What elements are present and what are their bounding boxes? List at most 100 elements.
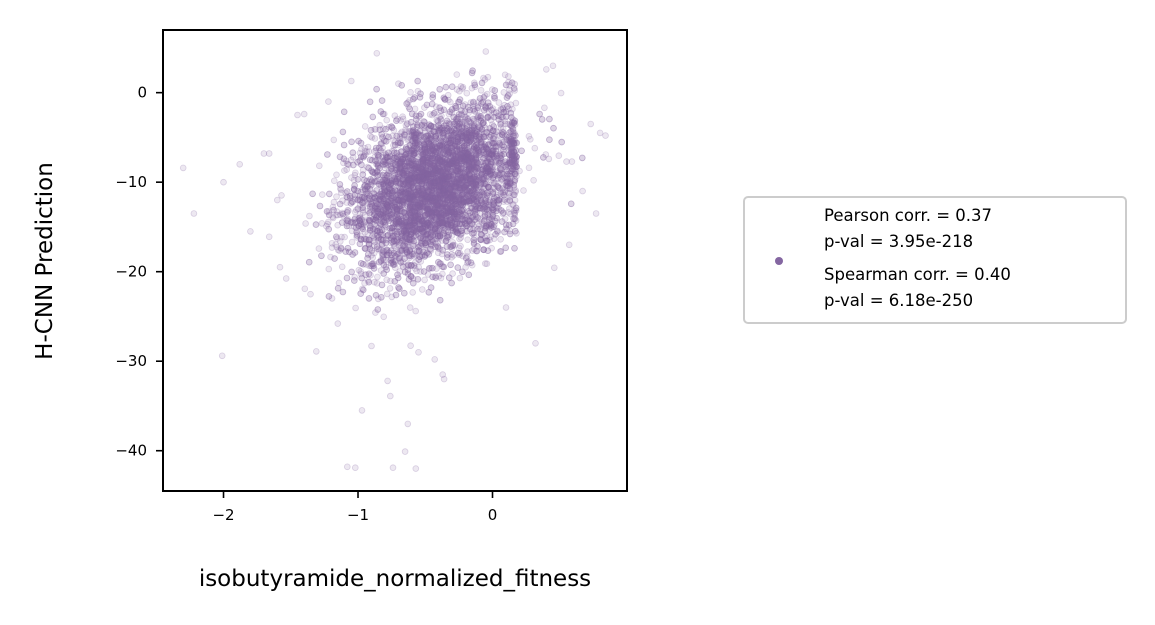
scatter-point <box>389 195 397 202</box>
scatter-point <box>378 252 386 259</box>
scatter-point <box>407 183 414 190</box>
scatter-point <box>373 279 381 287</box>
scatter-point <box>459 252 466 260</box>
scatter-point <box>511 176 519 184</box>
scatter-point <box>461 159 469 166</box>
scatter-point <box>505 190 513 197</box>
scatter-point <box>530 177 537 184</box>
scatter-point <box>330 136 338 144</box>
scatter-point <box>398 133 406 140</box>
scatter-point <box>419 193 426 201</box>
scatter-point <box>458 182 465 190</box>
scatter-point <box>379 201 387 208</box>
scatter-point <box>444 169 452 176</box>
scatter-point <box>432 190 439 197</box>
scatter-point <box>421 276 428 284</box>
scatter-point <box>379 144 386 152</box>
scatter-point <box>476 216 484 223</box>
scatter-point <box>421 196 429 204</box>
scatter-point <box>376 226 384 234</box>
scatter-point <box>457 234 465 241</box>
scatter-point <box>456 186 463 193</box>
scatter-point <box>360 221 368 229</box>
scatter-point <box>418 152 426 159</box>
scatter-point <box>429 142 436 150</box>
scatter-point <box>436 245 444 252</box>
scatter-point <box>412 307 420 315</box>
scatter-point <box>449 192 457 200</box>
scatter-point <box>351 273 359 281</box>
scatter-point <box>385 209 393 217</box>
scatter-point <box>395 165 403 173</box>
scatter-point <box>396 246 404 254</box>
scatter-point <box>357 216 365 224</box>
scatter-point <box>516 167 523 175</box>
scatter-point <box>510 160 518 168</box>
scatter-point <box>463 144 471 152</box>
scatter-point <box>464 248 471 255</box>
scatter-point <box>550 264 558 272</box>
scatter-point <box>329 214 337 222</box>
scatter-point <box>359 186 366 194</box>
scatter-point <box>434 194 441 201</box>
scatter-point <box>438 161 446 169</box>
scatter-point <box>410 134 418 141</box>
scatter-point <box>377 256 385 264</box>
scatter-point <box>406 217 413 225</box>
scatter-point <box>399 156 406 164</box>
scatter-point <box>408 207 416 215</box>
scatter-point <box>453 125 461 133</box>
scatter-point <box>315 245 323 252</box>
scatter-point <box>483 237 491 245</box>
scatter-point <box>460 129 468 137</box>
scatter-point <box>439 166 446 174</box>
scatter-point <box>442 215 450 223</box>
scatter-point <box>420 229 428 236</box>
scatter-point <box>439 177 447 184</box>
scatter-point <box>405 136 412 143</box>
scatter-point <box>431 205 439 212</box>
scatter-points <box>179 48 609 472</box>
scatter-point <box>370 242 378 249</box>
scatter-point <box>420 201 427 208</box>
scatter-point <box>385 210 392 217</box>
scatter-point <box>407 89 414 96</box>
scatter-point <box>470 198 478 205</box>
scatter-point <box>442 193 450 201</box>
scatter-point <box>398 197 406 205</box>
scatter-point <box>336 247 343 255</box>
scatter-point <box>342 157 350 165</box>
scatter-point <box>430 216 438 224</box>
scatter-point <box>434 190 441 198</box>
scatter-point <box>456 87 463 95</box>
scatter-point <box>458 120 465 128</box>
scatter-point <box>423 231 431 239</box>
scatter-point <box>278 192 285 199</box>
scatter-point <box>477 196 484 204</box>
scatter-point <box>445 233 452 241</box>
scatter-point <box>444 175 451 183</box>
scatter-point <box>381 174 389 182</box>
scatter-point <box>510 85 518 92</box>
scatter-point <box>397 212 404 220</box>
scatter-point <box>375 213 383 221</box>
scatter-point <box>507 101 515 108</box>
scatter-point <box>386 225 394 232</box>
scatter-point <box>441 208 449 215</box>
scatter-point <box>505 105 512 113</box>
scatter-point <box>367 271 374 279</box>
scatter-point <box>439 200 446 208</box>
scatter-point <box>438 185 445 193</box>
scatter-point <box>416 146 423 154</box>
scatter-point <box>455 244 463 252</box>
scatter-point <box>407 158 415 165</box>
scatter-point <box>416 143 424 151</box>
scatter-point <box>483 232 491 240</box>
scatter-point <box>437 205 444 212</box>
scatter-point <box>470 196 478 204</box>
scatter-point <box>371 238 379 246</box>
scatter-point <box>453 212 461 220</box>
scatter-point <box>344 215 352 223</box>
scatter-point <box>427 231 434 239</box>
scatter-point <box>464 160 471 168</box>
